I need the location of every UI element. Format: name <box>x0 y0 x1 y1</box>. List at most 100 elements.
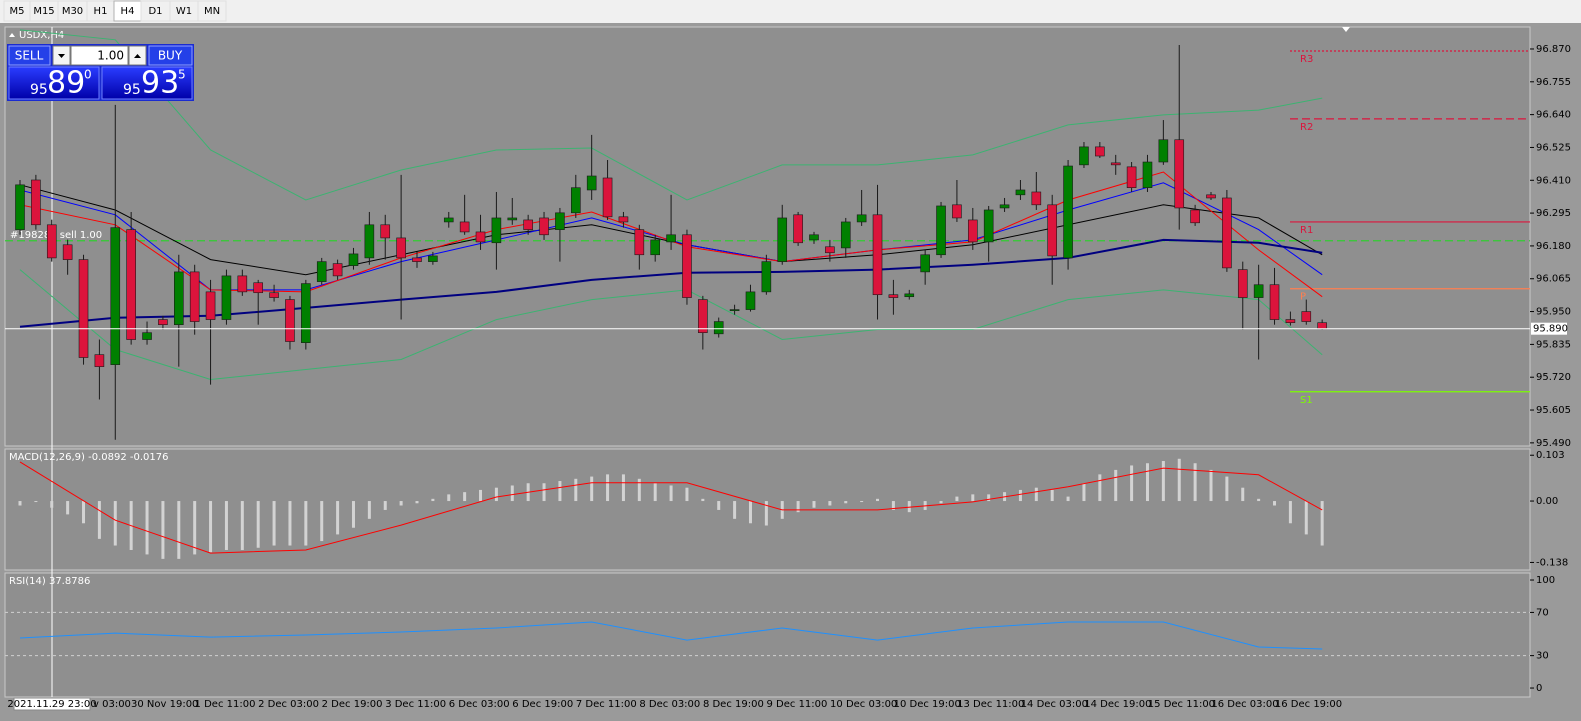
lot-input[interactable] <box>70 45 129 66</box>
x-tick-label: 8 Dec 19:00 <box>703 699 764 710</box>
y-tick-label: 30 <box>1536 651 1549 662</box>
candle-body <box>1031 191 1042 206</box>
buy-button[interactable] <box>148 45 193 66</box>
x-tick-label: 3 Dec 11:00 <box>385 699 446 710</box>
macd-bar <box>479 489 483 502</box>
y-tick-label: 96.755 <box>1536 77 1571 88</box>
x-tick-label: 6 Dec 19:00 <box>512 699 573 710</box>
macd-bar <box>621 474 625 502</box>
timeframe-label[interactable]: M5 <box>10 6 25 17</box>
candle-body <box>586 175 597 191</box>
macd-bar <box>971 494 975 502</box>
macd-bar <box>113 501 117 546</box>
buy-label[interactable]: BUY <box>158 49 183 63</box>
x-tick-label: 8 Dec 03:00 <box>639 699 700 710</box>
collapse-icon <box>9 33 15 37</box>
x-tick-label: v 03:00 <box>93 699 131 710</box>
macd-bar <box>1273 501 1277 506</box>
candle-body <box>316 261 327 282</box>
macd-bar <box>209 501 213 553</box>
y-tick-label: 96.295 <box>1536 208 1571 219</box>
macd-bar <box>145 501 149 555</box>
candle-body <box>475 231 486 243</box>
macd-bar <box>494 487 498 502</box>
macd-bar <box>701 498 705 502</box>
candle-body <box>840 221 851 249</box>
toolbar <box>0 0 1581 23</box>
macd-bar <box>1114 469 1118 502</box>
macd-bar <box>669 485 673 502</box>
macd-bar <box>987 494 991 502</box>
candle-body <box>729 309 740 312</box>
macd-bar <box>1320 501 1324 546</box>
candle-body <box>698 299 708 333</box>
candle-body <box>1158 139 1169 163</box>
candle-body <box>1079 146 1089 166</box>
sell-label[interactable]: SELL <box>15 49 44 63</box>
candle-body <box>856 214 867 223</box>
candle-body <box>1110 162 1121 166</box>
indicator-line <box>19 29 1323 201</box>
buy-price-big: 93 <box>141 66 179 101</box>
x-tick-label: 10 Dec 19:00 <box>894 699 961 710</box>
macd-bar <box>336 501 340 535</box>
candle-body <box>1190 209 1200 224</box>
macd-signal <box>19 461 1323 554</box>
candle-body <box>1126 166 1137 188</box>
timeframe-label[interactable]: W1 <box>176 6 192 17</box>
candle-body <box>634 229 645 256</box>
timeframe-button[interactable] <box>197 0 227 22</box>
timeframe-label[interactable]: M15 <box>33 6 54 17</box>
macd-bar <box>431 498 435 502</box>
y-tick-label: 95.720 <box>1536 372 1571 383</box>
timeframe-label[interactable]: H1 <box>94 6 108 17</box>
candle-body <box>713 321 724 335</box>
x-tick-label: 15 Dec 11:00 <box>1148 699 1215 710</box>
buy-price-box[interactable] <box>101 66 193 100</box>
macd-bar <box>653 483 657 502</box>
crosshair-time-label: 2021.11.29 23:00 <box>7 699 96 710</box>
x-tick-label: 16 Dec 19:00 <box>1275 699 1342 710</box>
candle-body <box>777 217 788 262</box>
candle-body <box>237 275 248 293</box>
price-plot: R3 R2 R1 P S1 <box>5 29 1530 440</box>
candle-body <box>809 234 819 241</box>
y-tick-label: 95.950 <box>1536 307 1571 318</box>
macd-bar <box>844 501 848 504</box>
macd-bar <box>876 498 880 502</box>
candle-body <box>301 283 311 343</box>
timeframe-label[interactable]: M30 <box>62 6 83 17</box>
macd-bar <box>272 501 276 546</box>
macd-bar <box>82 501 86 524</box>
macd-bar <box>256 501 260 548</box>
timeframe-label[interactable]: MN <box>204 6 220 17</box>
candle-body <box>1222 197 1232 269</box>
x-tick-label: 1 Dec 11:00 <box>195 699 256 710</box>
macd-bar <box>1209 469 1213 502</box>
current-price-label: 95.890 <box>1533 324 1568 335</box>
pivot-label: S1 <box>1300 395 1313 406</box>
macd-bar <box>177 501 181 559</box>
candle-body <box>666 234 676 243</box>
x-tick-label: 10 Dec 03:00 <box>830 699 897 710</box>
candle-body <box>1047 204 1057 257</box>
macd-bar <box>637 478 641 502</box>
sell-button[interactable] <box>8 45 51 66</box>
candle-body <box>189 271 200 322</box>
up-arrow <box>134 54 141 58</box>
x-tick-label: 2 Dec 19:00 <box>322 699 383 710</box>
macd-bar <box>606 474 610 502</box>
candle-body <box>967 219 978 243</box>
buy-price-sup: 5 <box>178 68 186 82</box>
rsi-line <box>19 621 1323 650</box>
macd-bar <box>510 485 514 502</box>
sell-price-box[interactable] <box>8 66 100 100</box>
lot-value[interactable]: 1.00 <box>97 49 124 63</box>
macd-bar <box>415 501 419 504</box>
y-tick-label: 0 <box>1536 683 1542 694</box>
timeframe-label[interactable]: D1 <box>148 6 162 17</box>
candle-body <box>1174 139 1185 209</box>
timeframe-label[interactable]: H4 <box>121 6 135 17</box>
y-tick-label: -0.138 <box>1536 557 1568 568</box>
y-tick-label: 96.870 <box>1536 44 1571 55</box>
